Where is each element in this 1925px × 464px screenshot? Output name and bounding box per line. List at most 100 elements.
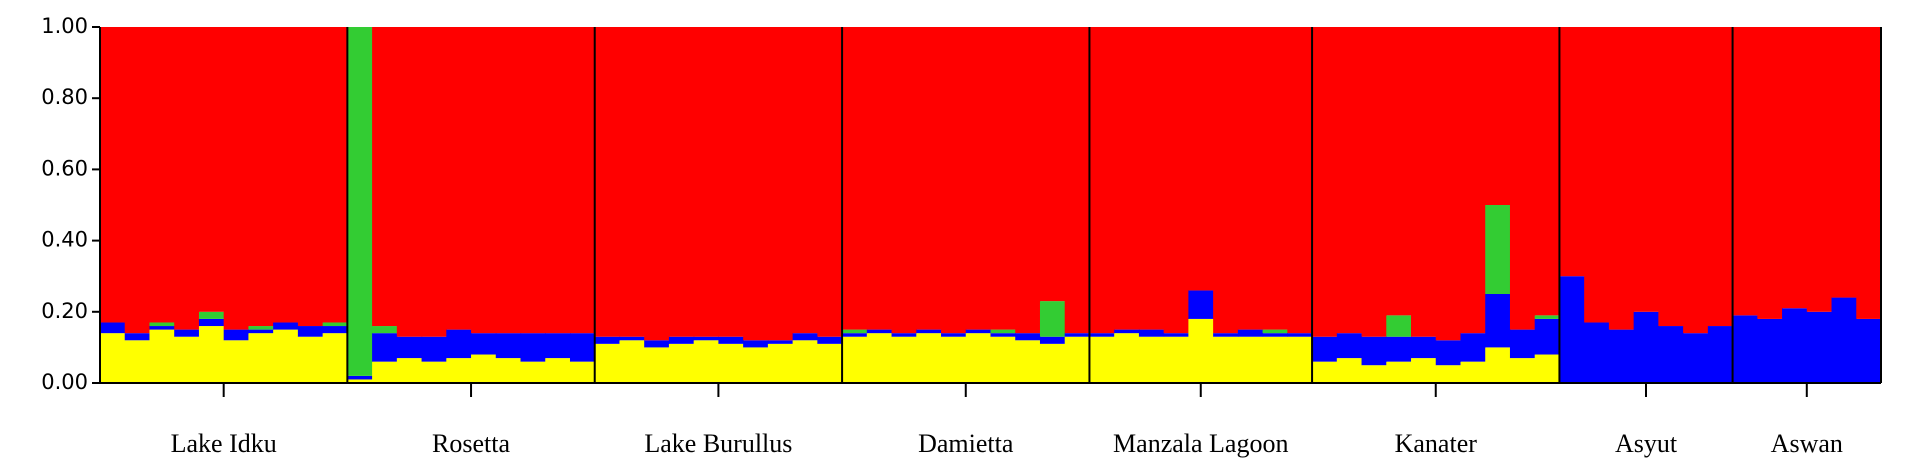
- bar-segment: [1683, 333, 1709, 383]
- bar-segment: [471, 354, 497, 383]
- bar-segment: [817, 336, 843, 344]
- bar-segment: [1015, 333, 1041, 341]
- y-tick-label: 1.00: [41, 14, 88, 38]
- bar-segment: [1386, 27, 1412, 316]
- bar-segment: [1188, 318, 1214, 383]
- bar-segment: [1509, 358, 1536, 383]
- bar-segment: [1138, 336, 1165, 383]
- bar-segment: [100, 27, 126, 323]
- bar-segment: [1287, 333, 1313, 337]
- bar-segment: [297, 336, 324, 383]
- bar-segment: [248, 329, 274, 334]
- bar-segment: [767, 27, 794, 341]
- bar-segment: [396, 27, 423, 337]
- bar-segment: [520, 361, 546, 383]
- bar-segment: [1411, 336, 1437, 359]
- bar-segment: [1312, 336, 1338, 362]
- bar-segment: [174, 27, 200, 330]
- bar-segment: [1361, 27, 1387, 337]
- bar-segment: [718, 343, 744, 383]
- bar-segment: [891, 27, 917, 334]
- bar-segment: [372, 361, 398, 383]
- bar-segment: [1608, 329, 1635, 383]
- bar-segment: [1411, 358, 1437, 383]
- bar-segment: [1114, 333, 1140, 383]
- bar-segment: [1237, 329, 1264, 337]
- bar-segment: [1509, 329, 1536, 359]
- bar-segment: [1658, 326, 1684, 383]
- bar-segment: [1163, 27, 1189, 334]
- bar-segment: [792, 340, 818, 383]
- bar-segment: [1312, 361, 1338, 383]
- bar-segment: [297, 326, 324, 337]
- bar-segment: [1509, 27, 1536, 330]
- bar-segment: [743, 27, 769, 341]
- bar-segment: [248, 27, 274, 327]
- bar-segment: [866, 333, 893, 383]
- bar-segment: [1312, 27, 1338, 337]
- bar-segment: [198, 311, 225, 319]
- bar-segment: [1114, 27, 1140, 330]
- bar-segment: [1485, 27, 1511, 205]
- bar-segment: [1262, 336, 1288, 383]
- bar-segment: [965, 27, 992, 330]
- bar-segment: [248, 326, 274, 330]
- bar-segment: [421, 361, 447, 383]
- bar-segment: [817, 27, 843, 337]
- bar-segment: [1064, 27, 1091, 334]
- bar-segment: [1831, 297, 1857, 383]
- bar-segment: [619, 336, 645, 341]
- bar-segment: [1633, 311, 1659, 383]
- y-tick-label: 0.00: [41, 370, 88, 394]
- bar-segment: [965, 329, 992, 334]
- bar-segment: [693, 27, 720, 337]
- bar-segment: [693, 340, 720, 383]
- bar-segment: [1856, 27, 1882, 319]
- bar-segment: [124, 333, 151, 341]
- y-tick-label: 0.80: [41, 85, 88, 109]
- bar-segment: [421, 27, 447, 337]
- bar-segment: [792, 333, 818, 341]
- bar-segment: [1188, 27, 1214, 291]
- bar-segment: [1336, 333, 1363, 359]
- bar-segment: [124, 340, 151, 383]
- bar-segment: [1460, 27, 1486, 334]
- bar-segment: [347, 379, 373, 383]
- bar-segment: [372, 333, 398, 362]
- bar-segment: [273, 27, 299, 323]
- bar-segment: [1559, 27, 1585, 277]
- bar-segment: [1534, 318, 1561, 355]
- bar-segment: [520, 333, 546, 362]
- bar-segment: [990, 336, 1016, 383]
- bar-segment: [1287, 336, 1313, 383]
- group-label: Aswan: [1771, 429, 1843, 458]
- bar-segment: [1262, 329, 1288, 334]
- bar-segment: [198, 326, 225, 383]
- bar-segment: [1658, 27, 1684, 327]
- bar-segment: [273, 329, 299, 383]
- bar-segment: [495, 27, 522, 334]
- bar-segment: [421, 336, 447, 362]
- bar-segment: [1856, 318, 1882, 383]
- bar-segment: [990, 329, 1016, 334]
- bar-segment: [545, 333, 571, 359]
- bar-segment: [1336, 358, 1363, 383]
- bar-segment: [1608, 27, 1635, 330]
- bar-segment: [569, 333, 596, 362]
- bar-segment: [1782, 308, 1808, 383]
- bar-segment: [916, 27, 942, 330]
- bar-segment: [446, 329, 472, 359]
- group-label: Lake Idku: [171, 429, 277, 458]
- bar-segment: [223, 340, 250, 383]
- bar-segment: [1435, 27, 1462, 341]
- bar-segment: [1732, 315, 1758, 383]
- bar-segment: [1089, 27, 1115, 334]
- bar-segment: [767, 340, 794, 344]
- bar-segment: [941, 336, 967, 383]
- bar-segment: [1411, 27, 1437, 337]
- group-label: Manzala Lagoon: [1113, 429, 1288, 458]
- bar-segment: [446, 358, 472, 383]
- bar-segment: [1064, 336, 1091, 383]
- bar-segment: [1732, 27, 1758, 316]
